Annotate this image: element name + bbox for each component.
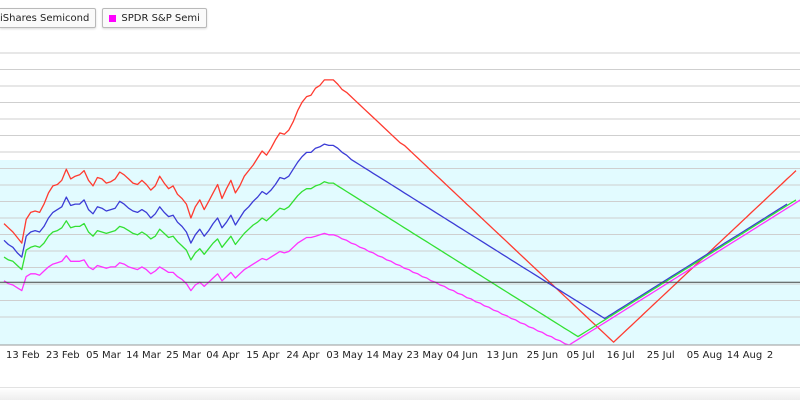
x-tick-label-7: 24 Apr [286,350,320,361]
x-tick-label-11: 04 Jun [446,350,478,361]
x-tick-label-0: 13 Feb [6,350,40,361]
legend: iShares Semicond SPDR S&P Semi [0,8,207,28]
x-tick-label-1: 23 Feb [46,350,80,361]
x-tick-label-5: 04 Apr [206,350,240,361]
x-tick-label-2: 05 Mar [86,350,122,361]
gridlines [0,52,800,318]
x-tick-label-8: 03 May [326,350,363,361]
x-tick-label-4: 25 Mar [166,350,202,361]
legend-label-1: SPDR S&P Semi [121,12,200,24]
x-tick-label-19: 2 [767,350,773,361]
legend-label-0: iShares Semicond [0,12,90,24]
bottom-scroll-bar[interactable] [0,387,800,400]
x-tick-label-10: 23 May [406,350,443,361]
x-tick-label-3: 14 Mar [126,350,162,361]
legend-swatch-1 [109,14,117,22]
x-tick-label-9: 14 May [366,350,403,361]
x-tick-label-12: 13 Jun [487,350,519,361]
series-line-3 [3,199,800,346]
x-tick-label-16: 25 Jul [647,350,675,361]
x-tick-label-18: 14 Aug [727,350,762,361]
series-lines [3,79,800,346]
series-line-1 [3,143,788,320]
legend-item-0[interactable]: iShares Semicond [0,8,97,28]
x-tick-label-15: 16 Jul [607,350,635,361]
x-axis-ticks: 13 Feb 23 Feb 05 Mar 14 Mar 25 Mar 04 Apr 15 A… [0,344,800,361]
x-tick-label-13: 25 Jun [527,350,559,361]
x-tick-label-6: 15 Apr [246,350,280,361]
series-line-0 [3,79,797,343]
x-tick-label-14: 05 Jul [567,350,595,361]
x-tick-label-17: 05 Aug [687,350,722,361]
legend-item-1[interactable]: SPDR S&P Semi [102,8,207,28]
